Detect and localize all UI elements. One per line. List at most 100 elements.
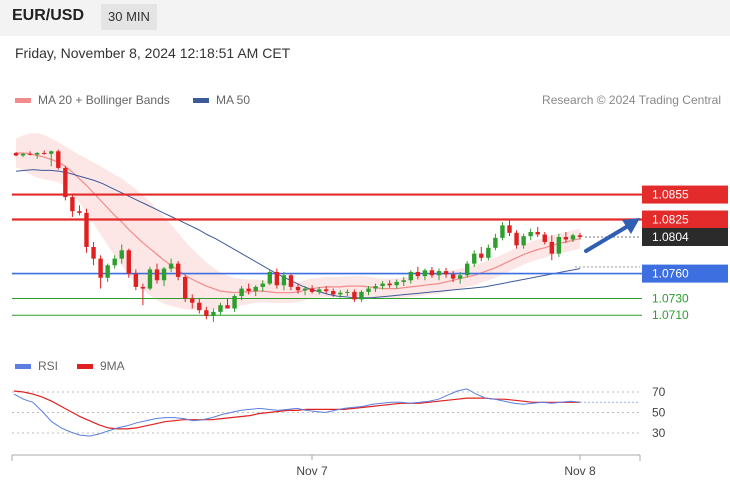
candle-body (302, 288, 308, 291)
legend-ma50-label: MA 50 (216, 93, 251, 107)
candle-body (401, 280, 406, 282)
rsi-panel: 70 50 30 (12, 385, 666, 440)
candle-body (450, 274, 456, 279)
legend-ma20-label: MA 20 + Bollinger Bands (38, 93, 170, 107)
level-label-1.0760: 1.0760 (652, 267, 689, 281)
candle-body (13, 152, 19, 156)
level-label-1.0804: 1.0804 (652, 230, 689, 244)
legend-ma50: MA 50 (193, 93, 250, 107)
rsi-level-label: 30 (652, 426, 666, 440)
level-tag-1.0825 (642, 210, 728, 229)
forecast-arrow-head (622, 218, 640, 234)
candle-body (267, 271, 272, 284)
candle-body (246, 288, 251, 292)
candle-body (465, 263, 470, 276)
candle-body (345, 291, 350, 293)
rsi-level-label: 50 (652, 406, 666, 420)
timeframe-badge[interactable]: 30 MIN (101, 4, 157, 30)
candle-body (394, 281, 399, 286)
forecast-arrow (584, 218, 640, 253)
candle-body (260, 283, 265, 287)
candle-body (549, 241, 554, 254)
candle-body (415, 271, 421, 277)
candle-body (577, 235, 583, 237)
candles (13, 149, 583, 322)
candle-body (20, 153, 26, 156)
candle-body (535, 232, 540, 235)
candle-body (133, 273, 139, 287)
candle-body (528, 232, 533, 237)
level-label-1.0710: 1.0710 (652, 308, 689, 322)
candle-body (239, 288, 244, 297)
legend-ma20: MA 20 + Bollinger Bands (15, 93, 170, 107)
candle-body (140, 286, 146, 289)
candle-body (373, 286, 378, 289)
legend-9ma: 9MA (77, 359, 125, 373)
candle-body (175, 263, 181, 277)
candle-body (359, 291, 364, 300)
candle-body (204, 310, 209, 317)
candle-body (507, 225, 512, 233)
level-tag-1.0804 (642, 227, 728, 246)
candle-body (521, 236, 526, 246)
candle-body (232, 296, 237, 309)
rsi-line (13, 388, 581, 437)
price-levels: 1.0855 1.0825 1.0804 1.0760 1.0730 1.0710 (12, 185, 728, 322)
candle-body (288, 275, 294, 287)
candle-body (500, 225, 505, 238)
credit-text: Research © 2024 Trading Central (542, 93, 721, 107)
candle-body (211, 311, 216, 317)
candle-body (197, 302, 202, 311)
candle-body (34, 152, 40, 155)
candle-body (472, 253, 477, 264)
candle-body (542, 234, 547, 242)
candle-body (352, 291, 357, 300)
time-axis: Nov 7 Nov 8 (11, 454, 641, 478)
candle-body (570, 235, 576, 240)
level-tag-1.0855 (642, 185, 728, 204)
ma50-swatch (193, 97, 209, 103)
legend-rsi-label: RSI (38, 359, 59, 373)
candle-body (436, 271, 442, 276)
candle-body (387, 283, 392, 286)
candle-body (422, 270, 428, 277)
x-tick-label: Nov 7 (296, 464, 328, 478)
candle-body (49, 151, 54, 154)
legend-rsi: RSI (15, 359, 58, 373)
rsi-swatch (15, 363, 31, 369)
candle-body (112, 258, 117, 266)
candle-body (366, 288, 371, 292)
candle-body (253, 286, 258, 292)
candle-body (98, 258, 103, 278)
timestamp: Friday, November 8, 2024 12:18:51 AM CET (15, 45, 291, 61)
candle-body (105, 265, 110, 278)
candle-body (309, 288, 315, 292)
header-bar: EUR/USD 30 MIN (0, 0, 730, 36)
candle-body (77, 211, 82, 213)
rsi-9ma-line (13, 390, 580, 430)
candle-body (563, 236, 569, 240)
candle-body (63, 167, 68, 198)
candle-body (168, 263, 174, 269)
candle-body (70, 197, 75, 212)
candle-body (147, 269, 153, 289)
candle-body (190, 298, 195, 303)
candle-body (56, 151, 61, 168)
candle-body (331, 291, 336, 295)
candle-body (119, 250, 124, 259)
candle-body (225, 305, 230, 309)
candle-body (161, 268, 167, 281)
candle-body (183, 276, 188, 299)
candle-body (281, 275, 287, 286)
candle-body (42, 152, 47, 154)
candle-body (316, 289, 322, 292)
forecast-arrow-shaft (584, 224, 630, 253)
candle-body (91, 246, 96, 259)
candle-body (493, 237, 498, 248)
level-tag-1.0760 (642, 264, 728, 283)
candle-body (218, 305, 223, 312)
candle-body (514, 232, 519, 246)
candle-body (486, 247, 491, 258)
candle-body (126, 250, 131, 274)
